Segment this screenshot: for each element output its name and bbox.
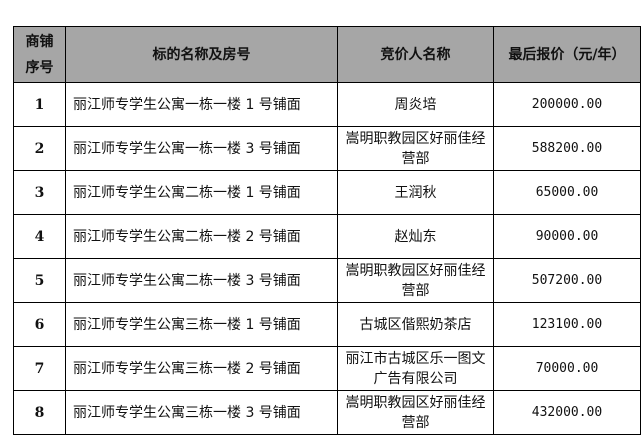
row-price: 200000.00	[493, 82, 641, 127]
row-index: 7	[13, 346, 66, 391]
table-row: 3 丽江师专学生公寓二栋一楼 1 号铺面 王润秋 65000.00	[13, 170, 641, 215]
row-price: 90000.00	[493, 214, 641, 259]
row-bidder: 丽江市古城区乐一图文广告有限公司	[337, 346, 494, 391]
row-bidder: 嵩明职教园区好丽佳经营部	[337, 126, 494, 171]
row-item-name: 丽江师专学生公寓二栋一楼 2 号铺面	[65, 214, 338, 259]
row-bidder: 嵩明职教园区好丽佳经营部	[337, 390, 494, 435]
row-price: 588200.00	[493, 126, 641, 171]
row-price: 70000.00	[493, 346, 641, 391]
row-index: 2	[13, 126, 66, 171]
header-item: 标的名称及房号	[65, 26, 338, 83]
table-row: 7 丽江师专学生公寓三栋一楼 2 号铺面 丽江市古城区乐一图文广告有限公司 70000…	[13, 346, 641, 391]
row-item-name: 丽江师专学生公寓一栋一楼 3 号铺面	[65, 126, 338, 171]
row-bidder: 赵灿东	[337, 214, 494, 259]
table-row: 5 丽江师专学生公寓二栋一楼 3 号铺面 嵩明职教园区好丽佳经营部 507200.00	[13, 258, 641, 303]
table-row: 1 丽江师专学生公寓一栋一楼 1 号铺面 周炎培 200000.00	[13, 82, 641, 127]
row-bidder: 王润秋	[337, 170, 494, 215]
row-price: 65000.00	[493, 170, 641, 215]
table-row: 4 丽江师专学生公寓二栋一楼 2 号铺面 赵灿东 90000.00	[13, 214, 641, 259]
row-bidder: 周炎培	[337, 82, 494, 127]
table-row: 2 丽江师专学生公寓一栋一楼 3 号铺面 嵩明职教园区好丽佳经营部 588200.00	[13, 126, 641, 171]
row-bidder: 嵩明职教园区好丽佳经营部	[337, 258, 494, 303]
row-index: 6	[13, 302, 66, 347]
header-price: 最后报价（元/年）	[493, 26, 641, 83]
row-bidder: 古城区偕熙奶茶店	[337, 302, 494, 347]
table-row: 6 丽江师专学生公寓三栋一楼 1 号铺面 古城区偕熙奶茶店 123100.00	[13, 302, 641, 347]
row-index: 1	[13, 82, 66, 127]
header-index: 商铺 序号	[13, 26, 66, 83]
row-index: 8	[13, 390, 66, 435]
row-item-name: 丽江师专学生公寓三栋一楼 1 号铺面	[65, 302, 338, 347]
row-price: 432000.00	[493, 390, 641, 435]
header-row: 商铺序号 标的名称及房号 竞价人名称 最后报价（元/年）	[13, 26, 641, 83]
row-item-name: 丽江师专学生公寓三栋一楼 2 号铺面	[65, 346, 338, 391]
row-index: 5	[13, 258, 66, 303]
table-row: 8 丽江师专学生公寓三栋一楼 3 号铺面 嵩明职教园区好丽佳经营部 432000.00	[13, 390, 641, 435]
row-price: 123100.00	[493, 302, 641, 347]
row-item-name: 丽江师专学生公寓一栋一楼 1 号铺面	[65, 82, 338, 127]
header-index-line2: 序号	[25, 59, 54, 76]
bid-results-table: 商铺序号 标的名称及房号 竞价人名称 最后报价（元/年） 1 丽江师专学生公寓一栋…	[13, 26, 641, 435]
header-index-line1: 商铺	[25, 33, 54, 50]
row-price: 507200.00	[493, 258, 641, 303]
row-item-name: 丽江师专学生公寓二栋一楼 3 号铺面	[65, 258, 338, 303]
row-item-name: 丽江师专学生公寓三栋一楼 3 号铺面	[65, 390, 338, 435]
header-bidder: 竞价人名称	[337, 26, 494, 83]
row-index: 3	[13, 170, 66, 215]
row-index: 4	[13, 214, 66, 259]
row-item-name: 丽江师专学生公寓二栋一楼 1 号铺面	[65, 170, 338, 215]
